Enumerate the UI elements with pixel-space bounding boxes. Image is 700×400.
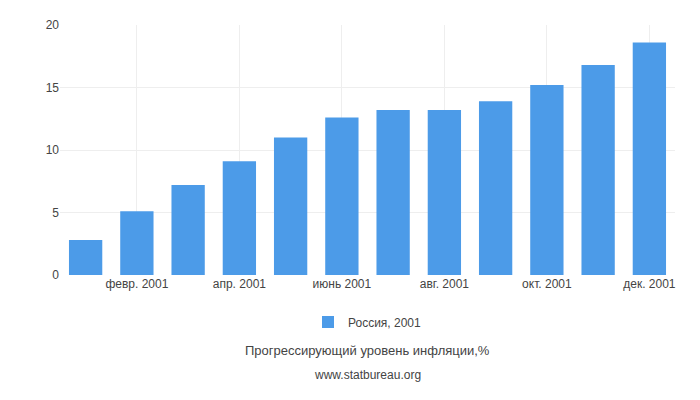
svg-text:окт. 2001: окт. 2001 bbox=[522, 277, 572, 291]
svg-text:15: 15 bbox=[46, 81, 60, 95]
svg-text:дек. 2001: дек. 2001 bbox=[623, 277, 676, 291]
svg-text:февр. 2001: февр. 2001 bbox=[105, 277, 168, 291]
svg-text:5: 5 bbox=[52, 206, 59, 220]
svg-text:Россия, 2001: Россия, 2001 bbox=[348, 316, 421, 330]
svg-text:авг. 2001: авг. 2001 bbox=[420, 277, 470, 291]
svg-text:Прогрессирующий уровень инфляц: Прогрессирующий уровень инфляции,% bbox=[245, 343, 490, 358]
svg-text:апр. 2001: апр. 2001 bbox=[213, 277, 267, 291]
svg-text:0: 0 bbox=[52, 268, 59, 282]
svg-text:июнь 2001: июнь 2001 bbox=[313, 277, 372, 291]
svg-text:www.statbureau.org: www.statbureau.org bbox=[314, 368, 421, 382]
svg-text:10: 10 bbox=[46, 143, 60, 157]
svg-text:20: 20 bbox=[46, 18, 60, 32]
